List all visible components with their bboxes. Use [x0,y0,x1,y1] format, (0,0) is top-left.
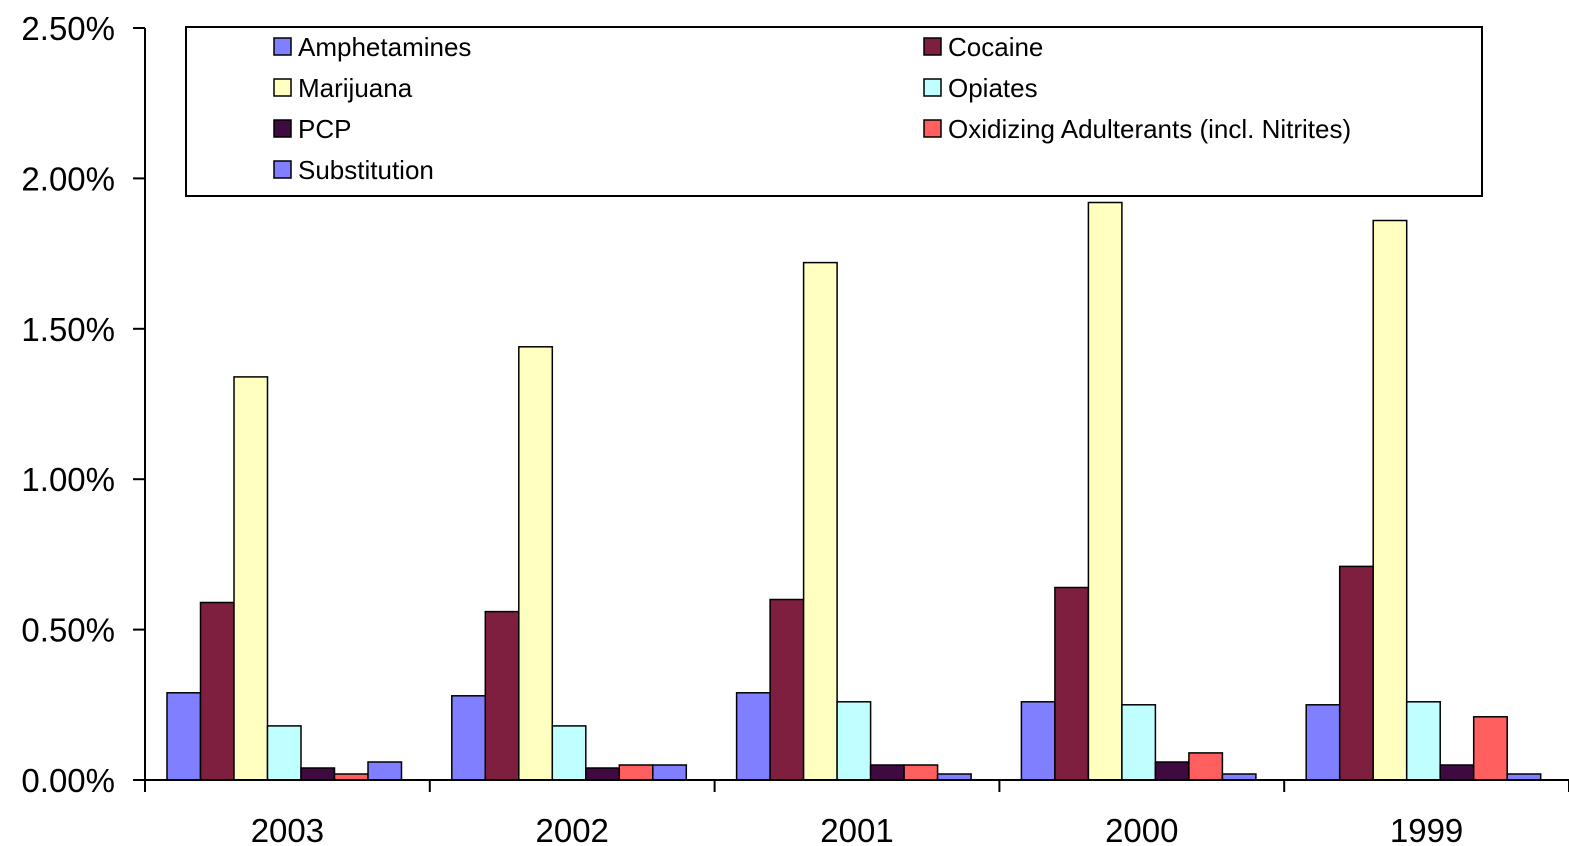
legend-swatch [273,78,292,97]
bar [1338,565,1374,781]
legend-swatch [923,119,942,138]
x-tick-label: 2001 [820,812,893,846]
bar [166,692,202,781]
bar [199,601,235,781]
bar [1087,201,1123,781]
bar [802,261,838,781]
bar [735,692,771,781]
bar [1020,701,1056,781]
y-tick-label: 1.50% [21,311,115,348]
legend-swatch [923,78,942,97]
legend-box [185,26,1483,197]
legend-label: Opiates [948,73,1038,103]
bar [585,767,621,781]
legend-label: Cocaine [948,32,1043,62]
bar [836,701,872,781]
bar [266,725,302,781]
legend-label: PCP [298,114,351,144]
y-tick-label: 0.50% [21,612,115,649]
bar [484,610,520,781]
bar [551,725,587,781]
y-tick-label: 1.00% [21,461,115,498]
bar [652,764,688,781]
bar [451,695,487,781]
legend-swatch [923,37,942,56]
legend-label: Substitution [298,155,434,185]
y-tick-label: 2.50% [21,10,115,47]
x-tick-label: 1999 [1390,812,1463,846]
x-tick-label: 2003 [251,812,324,846]
bar [1154,761,1190,781]
bar [1405,701,1441,781]
bar [769,598,805,781]
legend-label: Amphetamines [298,32,471,62]
bars-group [166,201,1542,781]
legend-swatch [273,119,292,138]
y-tick-label: 2.00% [21,160,115,197]
x-tick-label: 2000 [1105,812,1178,846]
bar [1054,586,1090,781]
bar [1372,219,1408,781]
bar [300,767,336,781]
legend-label: Oxidizing Adulterants (incl. Nitrites) [948,114,1351,144]
bar [1188,752,1224,781]
bar [1121,704,1157,781]
legend-label: Marijuana [298,73,413,103]
bar [903,764,939,781]
legend-swatch [273,37,292,56]
bar [618,764,654,781]
legend: Amphetamines Cocaine Marijuana Opiates PCP Ox… [185,26,1483,197]
bar [518,346,554,781]
bar [367,761,403,781]
bar [1305,704,1341,781]
bar [233,376,269,781]
legend-swatch [273,160,292,179]
y-tick-label: 0.00% [21,762,115,799]
bar [1439,764,1475,781]
x-tick-label: 2002 [535,812,608,846]
axes-group: 0.00% 0.50% 1.00% 1.50% 2.00% 2.50% 2003 2002 20… [21,10,1569,846]
bar [1472,716,1508,781]
bar [869,764,905,781]
